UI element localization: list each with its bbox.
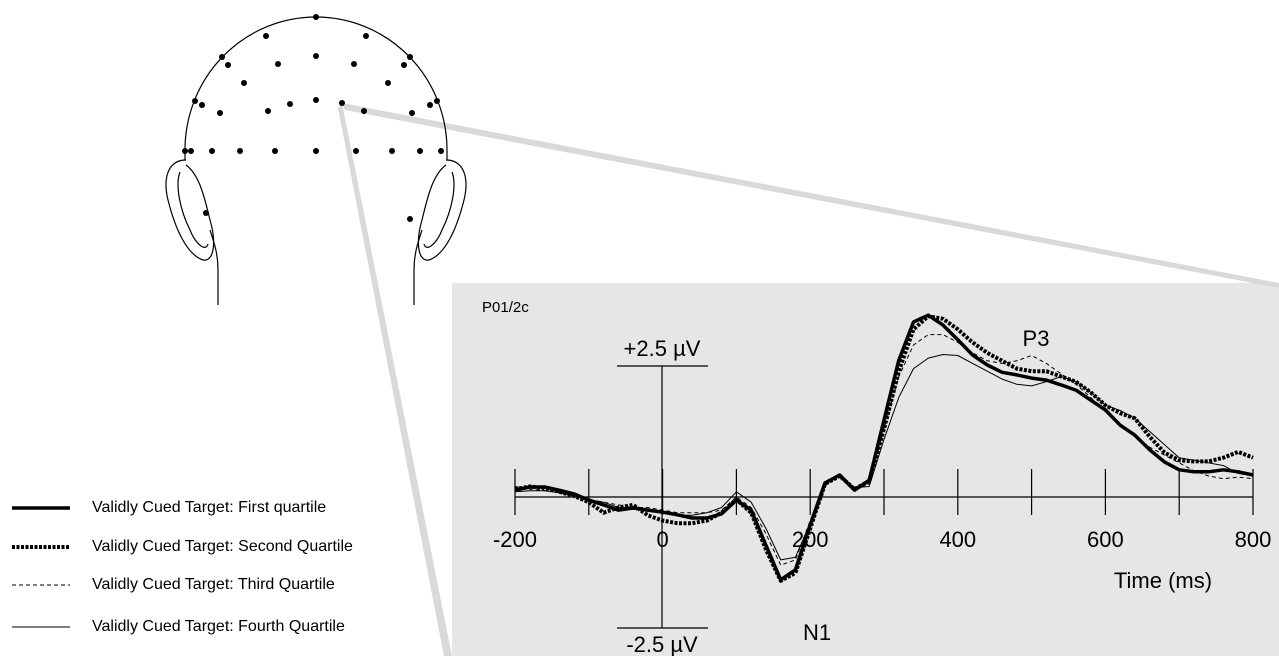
y-tick-label: -2.5 µV — [626, 632, 698, 656]
figure: P01/2c Time (ms) -2000200400600800-2.5 µ… — [0, 0, 1279, 656]
legend-label: Validly Cued Target: First quartile — [92, 499, 326, 516]
head-outline — [166, 17, 466, 305]
x-tick-label: 400 — [939, 527, 976, 552]
y-tick-label: +2.5 µV — [624, 336, 701, 361]
x-tick-label: -200 — [493, 527, 537, 552]
zoom-line — [338, 103, 452, 656]
x-tick-label: 200 — [792, 527, 829, 552]
x-tick-label: 800 — [1235, 527, 1272, 552]
panel-label: P01/2c — [482, 299, 529, 316]
zoom-line — [342, 103, 1279, 288]
legend-label: Validly Cued Target: Third Quartile — [92, 576, 335, 593]
legend-label: Validly Cued Target: Second Quartile — [92, 538, 353, 555]
x-tick-label: 600 — [1087, 527, 1124, 552]
legend-label: Validly Cued Target: Fourth Quartile — [92, 618, 345, 635]
annotation: P3 — [1023, 326, 1050, 351]
x-axis-label: Time (ms) — [1114, 568, 1212, 593]
chart-panel — [452, 283, 1279, 656]
annotation: N1 — [803, 620, 831, 645]
